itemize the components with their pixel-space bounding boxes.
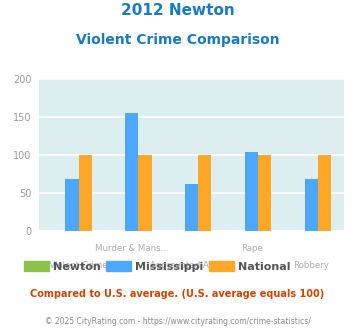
- Bar: [78, 155, 92, 231]
- Bar: [318, 155, 331, 231]
- Bar: [258, 155, 271, 231]
- Text: Murder & Mans...: Murder & Mans...: [95, 244, 169, 253]
- Bar: [138, 155, 152, 231]
- Text: Robbery: Robbery: [294, 261, 329, 270]
- Text: 2012 Newton: 2012 Newton: [121, 3, 234, 18]
- Text: © 2025 CityRating.com - https://www.cityrating.com/crime-statistics/: © 2025 CityRating.com - https://www.city…: [45, 317, 310, 326]
- Bar: [125, 113, 138, 231]
- Text: Compared to U.S. average. (U.S. average equals 100): Compared to U.S. average. (U.S. average …: [31, 289, 324, 299]
- Text: Rape: Rape: [241, 244, 262, 253]
- Bar: [185, 184, 198, 231]
- Legend: Newton, Mississippi, National: Newton, Mississippi, National: [20, 256, 295, 276]
- Text: All Violent Crime: All Violent Crime: [36, 261, 108, 270]
- Bar: [198, 155, 212, 231]
- Text: Violent Crime Comparison: Violent Crime Comparison: [76, 33, 279, 47]
- Bar: [305, 179, 318, 231]
- Text: Aggravated Assault: Aggravated Assault: [149, 261, 234, 270]
- Bar: [245, 152, 258, 231]
- Bar: [65, 179, 78, 231]
